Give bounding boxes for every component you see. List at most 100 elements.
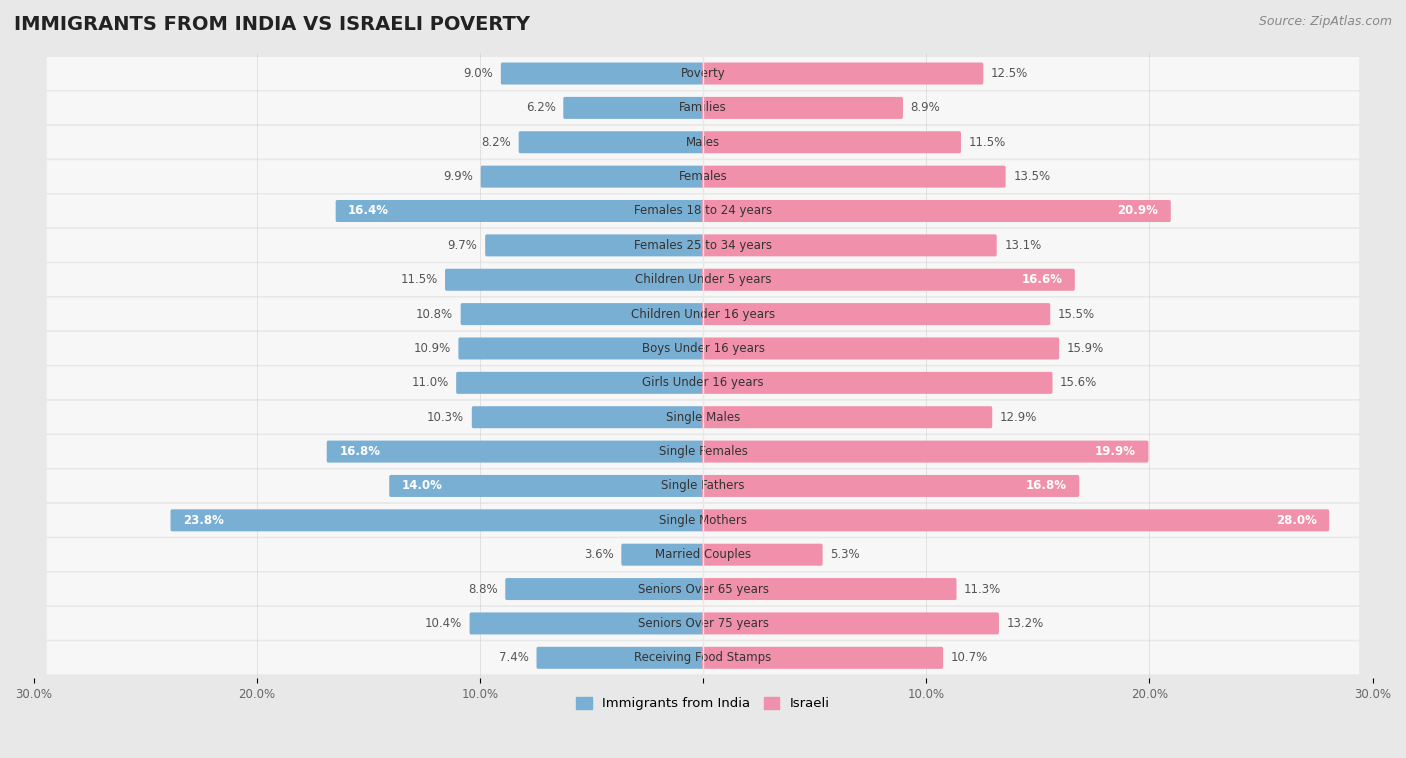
FancyBboxPatch shape [519,131,704,153]
FancyBboxPatch shape [46,159,1360,194]
FancyBboxPatch shape [537,647,704,669]
Text: 19.9%: 19.9% [1095,445,1136,458]
FancyBboxPatch shape [481,166,704,188]
FancyBboxPatch shape [46,125,1360,159]
Text: 15.5%: 15.5% [1057,308,1095,321]
Text: 10.8%: 10.8% [416,308,453,321]
FancyBboxPatch shape [389,475,704,497]
FancyBboxPatch shape [702,200,1171,222]
FancyBboxPatch shape [458,337,704,359]
FancyBboxPatch shape [702,543,823,565]
FancyBboxPatch shape [46,434,1360,468]
FancyBboxPatch shape [702,475,1080,497]
Text: 23.8%: 23.8% [183,514,224,527]
FancyBboxPatch shape [702,509,1329,531]
Text: Females: Females [679,170,727,183]
Text: 10.9%: 10.9% [413,342,451,355]
Text: 9.7%: 9.7% [447,239,478,252]
Text: Seniors Over 75 years: Seniors Over 75 years [637,617,769,630]
FancyBboxPatch shape [46,228,1360,262]
FancyBboxPatch shape [702,166,1005,188]
FancyBboxPatch shape [702,269,1074,291]
Text: 12.5%: 12.5% [991,67,1028,80]
Text: 15.9%: 15.9% [1067,342,1104,355]
Legend: Immigrants from India, Israeli: Immigrants from India, Israeli [571,691,835,716]
Text: Females 25 to 34 years: Females 25 to 34 years [634,239,772,252]
Text: 15.6%: 15.6% [1060,376,1097,390]
Text: 13.1%: 13.1% [1004,239,1042,252]
Text: Source: ZipAtlas.com: Source: ZipAtlas.com [1258,15,1392,28]
Text: 16.8%: 16.8% [1026,480,1067,493]
Text: Females 18 to 24 years: Females 18 to 24 years [634,205,772,218]
Text: 9.9%: 9.9% [443,170,474,183]
FancyBboxPatch shape [501,62,704,85]
FancyBboxPatch shape [170,509,704,531]
FancyBboxPatch shape [702,337,1059,359]
FancyBboxPatch shape [326,440,704,462]
Text: 14.0%: 14.0% [402,480,443,493]
Text: Single Fathers: Single Fathers [661,480,745,493]
FancyBboxPatch shape [46,400,1360,434]
FancyBboxPatch shape [621,543,704,565]
Text: IMMIGRANTS FROM INDIA VS ISRAELI POVERTY: IMMIGRANTS FROM INDIA VS ISRAELI POVERTY [14,15,530,34]
FancyBboxPatch shape [702,440,1149,462]
FancyBboxPatch shape [456,372,704,394]
Text: 10.7%: 10.7% [950,651,988,664]
Text: 16.8%: 16.8% [339,445,380,458]
Text: 28.0%: 28.0% [1275,514,1316,527]
Text: 7.4%: 7.4% [499,651,529,664]
Text: 16.6%: 16.6% [1021,273,1063,287]
Text: 8.9%: 8.9% [911,102,941,114]
Text: Receiving Food Stamps: Receiving Food Stamps [634,651,772,664]
Text: 8.8%: 8.8% [468,583,498,596]
Text: 13.2%: 13.2% [1007,617,1043,630]
Text: 10.3%: 10.3% [427,411,464,424]
FancyBboxPatch shape [702,406,993,428]
Text: Children Under 5 years: Children Under 5 years [634,273,772,287]
FancyBboxPatch shape [702,578,956,600]
Text: 11.3%: 11.3% [965,583,1001,596]
FancyBboxPatch shape [46,194,1360,228]
Text: 13.5%: 13.5% [1014,170,1050,183]
Text: 6.2%: 6.2% [526,102,555,114]
FancyBboxPatch shape [336,200,704,222]
FancyBboxPatch shape [46,365,1360,400]
FancyBboxPatch shape [46,91,1360,125]
Text: 20.9%: 20.9% [1118,205,1159,218]
FancyBboxPatch shape [46,537,1360,572]
FancyBboxPatch shape [702,612,998,634]
Text: 9.0%: 9.0% [464,67,494,80]
Text: Families: Families [679,102,727,114]
FancyBboxPatch shape [461,303,704,325]
Text: 11.5%: 11.5% [401,273,437,287]
FancyBboxPatch shape [702,234,997,256]
FancyBboxPatch shape [702,303,1050,325]
Text: 5.3%: 5.3% [830,548,860,561]
FancyBboxPatch shape [46,262,1360,297]
FancyBboxPatch shape [46,468,1360,503]
Text: 16.4%: 16.4% [349,205,389,218]
FancyBboxPatch shape [485,234,704,256]
Text: 8.2%: 8.2% [481,136,510,149]
Text: Single Males: Single Males [666,411,740,424]
Text: Children Under 16 years: Children Under 16 years [631,308,775,321]
Text: Poverty: Poverty [681,67,725,80]
FancyBboxPatch shape [46,56,1360,91]
FancyBboxPatch shape [46,331,1360,365]
Text: 12.9%: 12.9% [1000,411,1038,424]
FancyBboxPatch shape [46,641,1360,675]
Text: Single Mothers: Single Mothers [659,514,747,527]
Text: Married Couples: Married Couples [655,548,751,561]
Text: Boys Under 16 years: Boys Under 16 years [641,342,765,355]
Text: 10.4%: 10.4% [425,617,463,630]
FancyBboxPatch shape [702,647,943,669]
Text: 11.5%: 11.5% [969,136,1005,149]
Text: Girls Under 16 years: Girls Under 16 years [643,376,763,390]
FancyBboxPatch shape [702,62,983,85]
FancyBboxPatch shape [46,297,1360,331]
FancyBboxPatch shape [472,406,704,428]
FancyBboxPatch shape [46,503,1360,537]
FancyBboxPatch shape [702,131,960,153]
FancyBboxPatch shape [564,97,704,119]
Text: Seniors Over 65 years: Seniors Over 65 years [637,583,769,596]
